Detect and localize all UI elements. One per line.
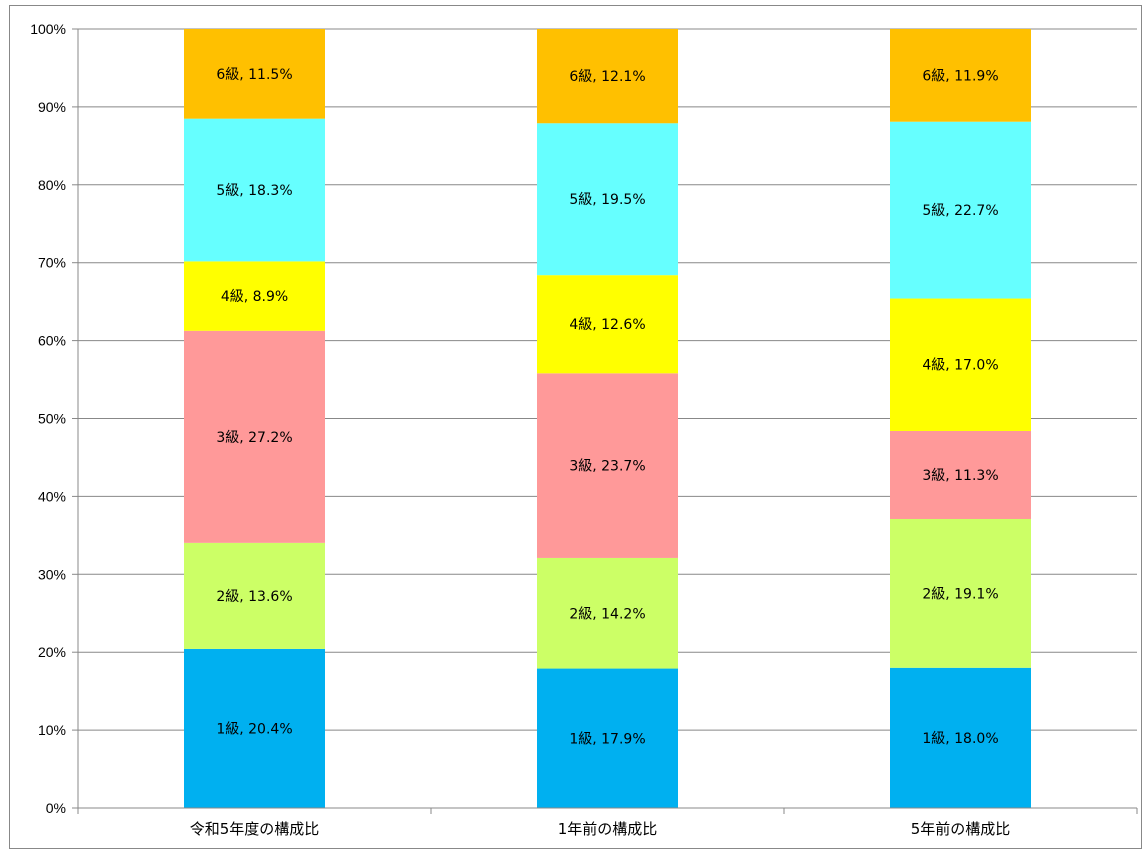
data-label: 1級, 17.9% bbox=[569, 731, 645, 747]
bar-segment bbox=[537, 123, 678, 276]
x-category-label: 1年前の構成比 bbox=[558, 820, 658, 838]
y-tick-label: 70% bbox=[38, 255, 66, 271]
y-tick-label: 30% bbox=[38, 566, 66, 582]
data-label: 2級, 19.1% bbox=[922, 586, 998, 602]
bar-segment bbox=[890, 298, 1031, 431]
bar-segment bbox=[890, 518, 1031, 668]
data-label: 3級, 27.2% bbox=[216, 430, 292, 446]
data-label: 2級, 13.6% bbox=[216, 589, 292, 605]
data-label: 1級, 18.0% bbox=[922, 731, 998, 747]
bar-segment bbox=[537, 275, 678, 374]
data-label: 3級, 23.7% bbox=[569, 459, 645, 475]
x-category-label: 5年前の構成比 bbox=[911, 820, 1011, 838]
bar-segment bbox=[184, 261, 325, 331]
bar-segment bbox=[184, 648, 325, 808]
data-label: 5級, 18.3% bbox=[216, 183, 292, 199]
y-tick-label: 40% bbox=[38, 488, 66, 504]
y-tick-label: 0% bbox=[46, 800, 66, 816]
bar-segment bbox=[537, 668, 678, 808]
axes: 0% 10% 20% 30% 40% 50% 60% 70% 80% 90% 100% 令和5年度の構… bbox=[30, 21, 1138, 838]
data-label: 1級, 20.4% bbox=[216, 721, 292, 737]
bar-segment bbox=[537, 557, 678, 669]
y-tick-label: 90% bbox=[38, 99, 66, 115]
y-tick-label: 50% bbox=[38, 411, 66, 427]
data-label: 4級, 8.9% bbox=[221, 289, 288, 305]
data-label: 6級, 12.1% bbox=[569, 69, 645, 85]
y-tick-label: 60% bbox=[38, 333, 66, 349]
data-label: 2級, 14.2% bbox=[569, 606, 645, 622]
y-tick-label: 20% bbox=[38, 644, 66, 660]
data-label: 4級, 12.6% bbox=[569, 317, 645, 333]
x-category-label: 令和5年度の構成比 bbox=[190, 820, 320, 838]
data-label: 4級, 17.0% bbox=[922, 358, 998, 374]
bar-segment bbox=[890, 121, 1031, 299]
y-tick-label: 10% bbox=[38, 722, 66, 738]
bar-segment bbox=[537, 29, 678, 124]
data-label: 5級, 22.7% bbox=[922, 203, 998, 219]
data-labels: 1級, 20.4% 2級, 13.6% 3級, 27.2% 4級, 8.9% 5級, 1… bbox=[216, 67, 998, 747]
bar-segment bbox=[184, 330, 325, 543]
y-tick-label: 100% bbox=[30, 21, 66, 37]
bar-segment bbox=[537, 373, 678, 558]
bar-segment bbox=[890, 430, 1031, 519]
bar-segment bbox=[184, 542, 325, 649]
data-label: 5級, 19.5% bbox=[569, 192, 645, 208]
data-label: 6級, 11.5% bbox=[216, 67, 292, 83]
bar-segment bbox=[890, 29, 1031, 122]
bar-segment bbox=[890, 667, 1031, 808]
data-label: 3級, 11.3% bbox=[922, 468, 998, 484]
data-label: 6級, 11.9% bbox=[922, 68, 998, 84]
bar-segment bbox=[184, 29, 325, 119]
y-tick-label: 80% bbox=[38, 177, 66, 193]
bar-segment bbox=[184, 118, 325, 262]
bars bbox=[184, 29, 1031, 808]
